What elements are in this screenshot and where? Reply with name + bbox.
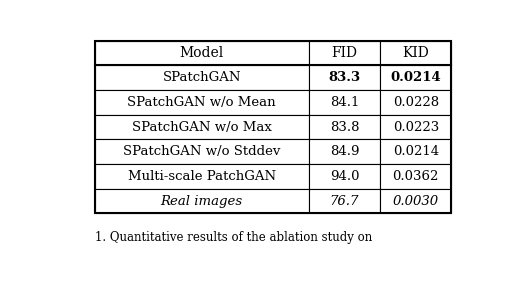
Text: Model: Model bbox=[179, 46, 223, 60]
Bar bbox=[308, 65, 379, 90]
Bar bbox=[94, 189, 308, 213]
Text: SPatchGAN w/o Mean: SPatchGAN w/o Mean bbox=[127, 96, 275, 109]
Bar bbox=[308, 139, 379, 164]
Text: SPatchGAN w/o Max: SPatchGAN w/o Max bbox=[131, 120, 271, 133]
Bar bbox=[94, 115, 308, 139]
Text: 1. Quantitative results of the ablation study on: 1. Quantitative results of the ablation … bbox=[94, 231, 371, 244]
Bar bbox=[94, 164, 308, 189]
Text: 94.0: 94.0 bbox=[329, 170, 359, 183]
Text: 83.8: 83.8 bbox=[329, 120, 359, 133]
Bar bbox=[379, 90, 450, 115]
Text: 0.0030: 0.0030 bbox=[392, 195, 438, 208]
Bar bbox=[94, 41, 450, 213]
Bar bbox=[308, 90, 379, 115]
Bar bbox=[379, 139, 450, 164]
Text: SPatchGAN: SPatchGAN bbox=[162, 71, 240, 84]
Bar bbox=[94, 139, 308, 164]
Text: 76.7: 76.7 bbox=[329, 195, 359, 208]
Bar bbox=[379, 164, 450, 189]
Text: SPatchGAN w/o Stddev: SPatchGAN w/o Stddev bbox=[123, 145, 280, 158]
Text: 0.0228: 0.0228 bbox=[392, 96, 438, 109]
Text: 0.0214: 0.0214 bbox=[392, 145, 438, 158]
Bar bbox=[379, 41, 450, 65]
Bar bbox=[308, 164, 379, 189]
Bar bbox=[308, 115, 379, 139]
Bar bbox=[94, 65, 308, 90]
Text: 0.0214: 0.0214 bbox=[390, 71, 440, 84]
Text: 84.1: 84.1 bbox=[329, 96, 359, 109]
Text: 0.0362: 0.0362 bbox=[392, 170, 438, 183]
Text: 0.0223: 0.0223 bbox=[392, 120, 438, 133]
Bar bbox=[379, 189, 450, 213]
Text: Multi-scale PatchGAN: Multi-scale PatchGAN bbox=[127, 170, 275, 183]
Text: KID: KID bbox=[401, 46, 428, 60]
Bar bbox=[379, 115, 450, 139]
Bar bbox=[308, 189, 379, 213]
Text: 83.3: 83.3 bbox=[328, 71, 360, 84]
Bar bbox=[94, 41, 308, 65]
Bar bbox=[94, 90, 308, 115]
Text: FID: FID bbox=[331, 46, 357, 60]
Text: Real images: Real images bbox=[160, 195, 242, 208]
Text: 84.9: 84.9 bbox=[329, 145, 359, 158]
Bar bbox=[308, 41, 379, 65]
Bar bbox=[379, 65, 450, 90]
